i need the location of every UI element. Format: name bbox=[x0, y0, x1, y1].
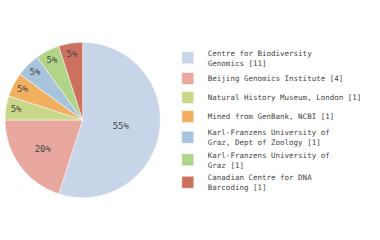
svg-text:Canadian Centre for DNABarcodi: Canadian Centre for DNABarcoding [1] bbox=[208, 173, 312, 192]
svg-text:20%: 20% bbox=[35, 144, 52, 154]
svg-text:Centre for BiodiversityGenomic: Centre for BiodiversityGenomics [11] bbox=[208, 49, 312, 68]
svg-text:Karl-Franzens University ofGra: Karl-Franzens University ofGraz, Dept of… bbox=[208, 128, 330, 147]
svg-text:5%: 5% bbox=[46, 55, 57, 65]
svg-text:5%: 5% bbox=[66, 49, 77, 59]
svg-text:5%: 5% bbox=[29, 67, 40, 77]
svg-text:5%: 5% bbox=[11, 104, 22, 114]
svg-text:Karl-Franzens University ofGra: Karl-Franzens University ofGraz [1] bbox=[208, 151, 330, 170]
svg-text:Mined from GenBank, NCBI [1]: Mined from GenBank, NCBI [1] bbox=[208, 112, 334, 121]
svg-text:Beijing Genomics Institute [4]: Beijing Genomics Institute [4] bbox=[208, 74, 343, 83]
svg-text:55%: 55% bbox=[113, 121, 130, 131]
svg-text:5%: 5% bbox=[17, 84, 28, 94]
svg-text:Natural History Museum, London: Natural History Museum, London [1] bbox=[208, 93, 362, 102]
